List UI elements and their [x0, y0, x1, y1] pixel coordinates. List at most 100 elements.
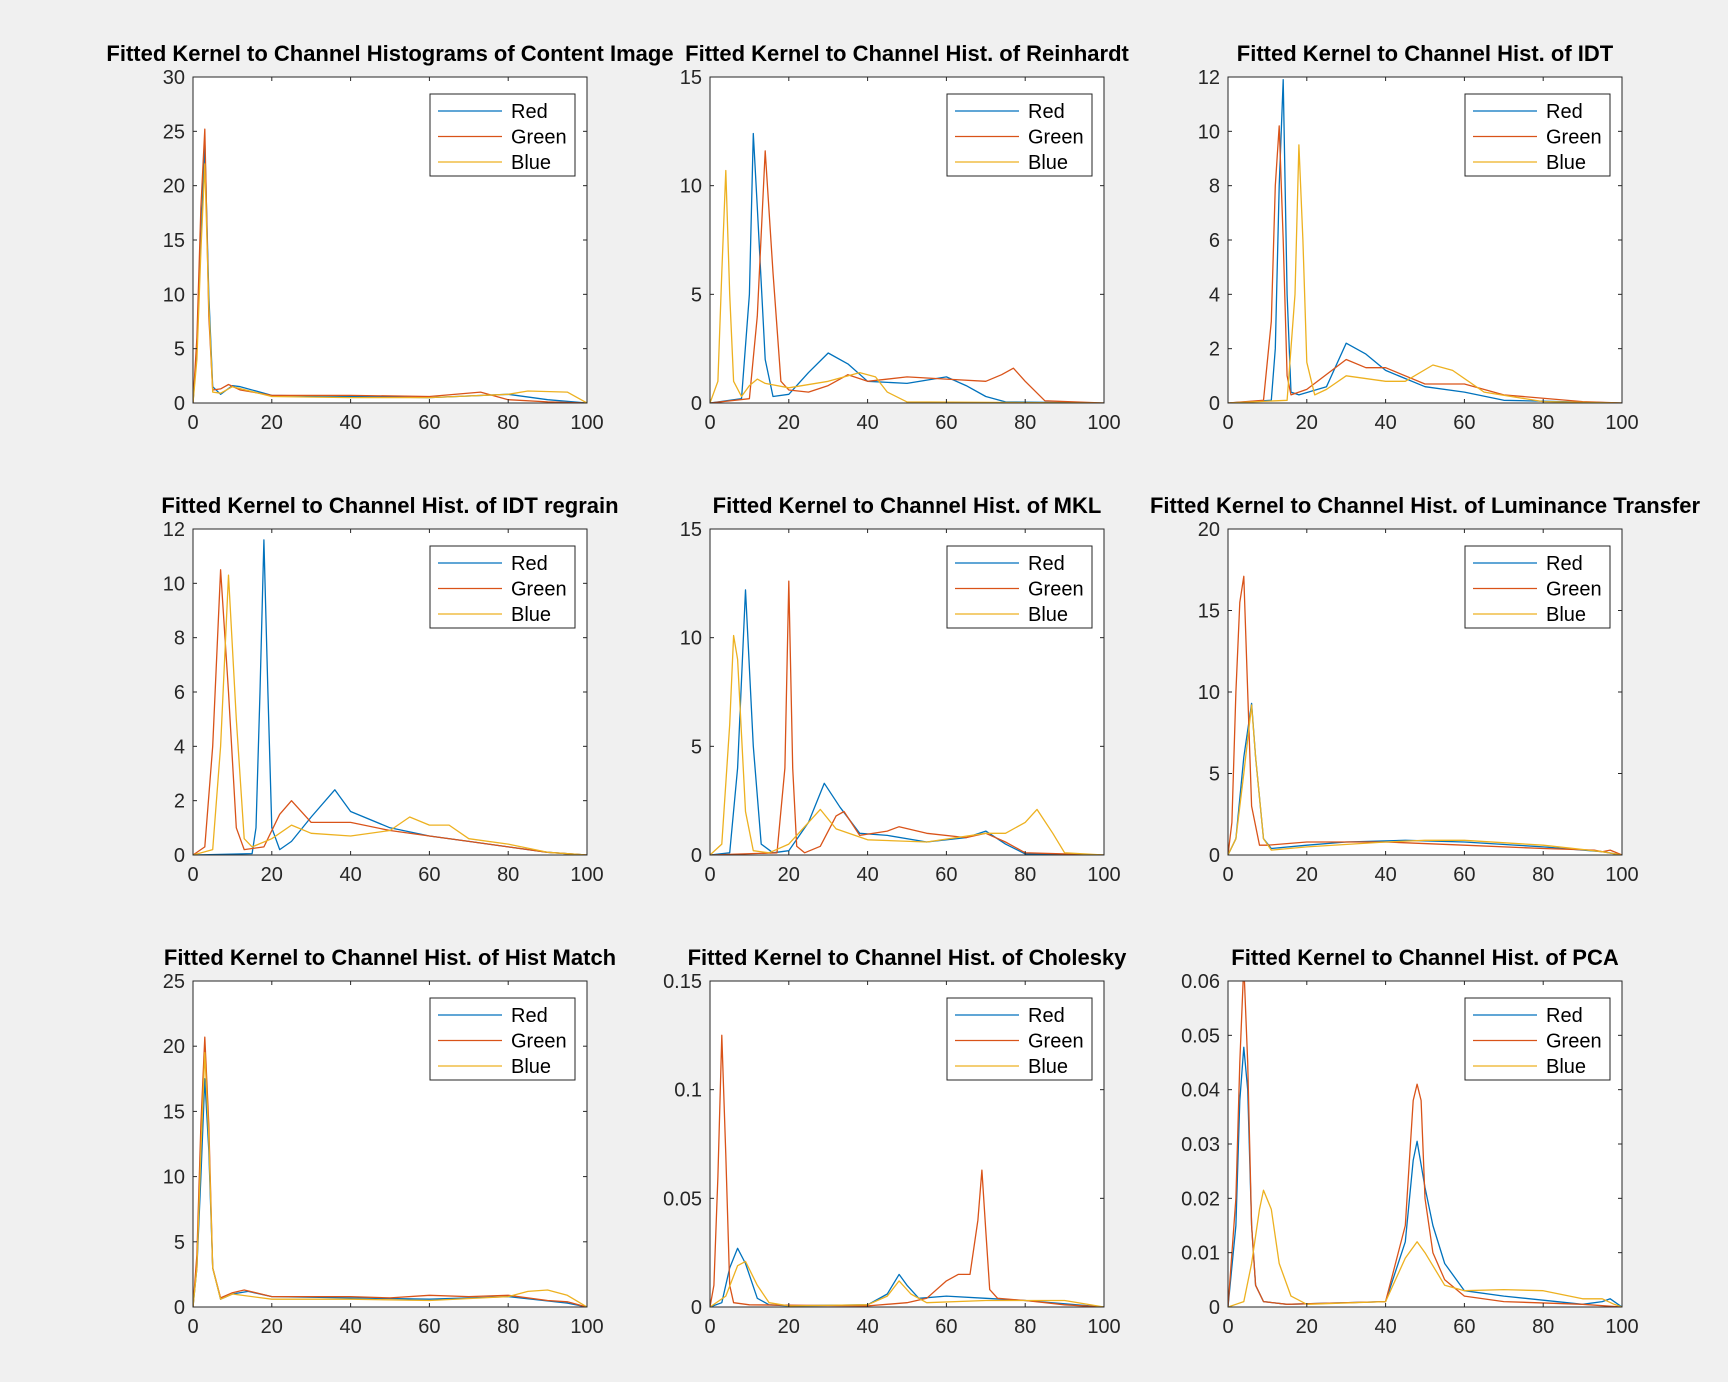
series-line-green — [193, 1036, 587, 1307]
series-line-blue — [710, 169, 1104, 403]
legend-label-blue: Blue — [511, 152, 551, 174]
series-line-blue — [710, 634, 1104, 855]
legend-label-blue: Blue — [1546, 604, 1586, 626]
x-tick-label: 80 — [1532, 412, 1554, 434]
x-tick-label: 20 — [261, 412, 283, 434]
series-group — [193, 1036, 587, 1307]
y-tick-label: 15 — [1198, 601, 1220, 623]
x-tick-label: 80 — [497, 1316, 519, 1338]
x-tick-label: 80 — [1532, 864, 1554, 886]
y-tick-label: 20 — [1198, 519, 1220, 541]
y-tick-label: 20 — [163, 1036, 185, 1058]
x-tick-label: 20 — [778, 412, 800, 434]
y-tick-label: 0.1 — [674, 1080, 702, 1102]
legend: Red Green Blue — [946, 545, 1093, 629]
y-tick-label: 10 — [163, 1167, 185, 1189]
y-tick-label: 15 — [163, 1101, 185, 1123]
x-tick-label: 20 — [778, 864, 800, 886]
y-tick-label: 10 — [680, 628, 702, 650]
y-tick-label: 10 — [1198, 121, 1220, 143]
chart-panel-5: 0 20 40 60 80 100 0 5 10 15 Fitted Kernel to Chann… — [680, 493, 1121, 886]
legend-label-green: Green — [1028, 579, 1084, 601]
y-tick-label: 0 — [1209, 393, 1220, 415]
x-tick-label: 80 — [497, 864, 519, 886]
legend-label-blue: Blue — [1028, 152, 1068, 174]
x-tick-label: 100 — [1087, 412, 1120, 434]
y-tick-label: 25 — [163, 121, 185, 143]
chart-title: Fitted Kernel to Channel Hist. of IDT re… — [161, 493, 618, 518]
y-tick-label: 0 — [1209, 845, 1220, 867]
chart-panel-9: 0 20 40 60 80 100 0 0.01 0.02 0.03 0.04 0.05 0.06 Fit… — [1181, 945, 1639, 1338]
y-tick-label: 0.03 — [1181, 1134, 1220, 1156]
y-tick-label: 8 — [174, 628, 185, 650]
x-tick-label: 60 — [418, 412, 440, 434]
legend-label-blue: Blue — [511, 604, 551, 626]
chart-panel-3: 0 20 40 60 80 100 0 2 4 6 8 10 12 Fitted Kernel to Ch… — [1198, 41, 1639, 434]
series-group — [1228, 981, 1622, 1307]
legend-label-red: Red — [1028, 1005, 1065, 1027]
y-tick-label: 12 — [163, 519, 185, 541]
series-group — [1228, 79, 1622, 403]
x-tick-label: 0 — [187, 412, 198, 434]
legend-label-red: Red — [1546, 1005, 1583, 1027]
y-tick-label: 30 — [163, 67, 185, 89]
x-tick-label: 80 — [1532, 1316, 1554, 1338]
x-tick-label: 100 — [1605, 864, 1638, 886]
legend-label-blue: Blue — [1546, 152, 1586, 174]
x-tick-label: 0 — [187, 1316, 198, 1338]
series-line-red — [1228, 1046, 1622, 1307]
legend-label-green: Green — [1028, 127, 1084, 149]
y-tick-label: 4 — [1209, 284, 1220, 306]
legend: Red Green Blue — [1464, 545, 1611, 629]
x-tick-label: 80 — [1014, 864, 1036, 886]
y-tick-label: 10 — [163, 573, 185, 595]
x-tick-label: 20 — [1296, 1316, 1318, 1338]
y-tick-label: 0.15 — [663, 971, 702, 993]
series-line-green — [710, 150, 1104, 403]
legend-label-red: Red — [511, 1005, 548, 1027]
y-tick-label: 10 — [1198, 682, 1220, 704]
axes-box — [709, 76, 1105, 404]
legend-label-green: Green — [1546, 1031, 1602, 1053]
x-tick-label: 80 — [497, 412, 519, 434]
x-tick-label: 100 — [1087, 1316, 1120, 1338]
y-tick-label: 0.02 — [1181, 1188, 1220, 1210]
y-tick-label: 15 — [680, 67, 702, 89]
x-tick-label: 40 — [856, 1316, 878, 1338]
x-tick-label: 40 — [1374, 1316, 1396, 1338]
x-tick-label: 0 — [704, 412, 715, 434]
y-tick-label: 6 — [174, 682, 185, 704]
x-tick-label: 100 — [1087, 864, 1120, 886]
x-tick-label: 60 — [935, 864, 957, 886]
y-tick-label: 0.06 — [1181, 971, 1220, 993]
y-tick-label: 5 — [174, 1232, 185, 1254]
x-tick-label: 60 — [1453, 864, 1475, 886]
legend-label-blue: Blue — [511, 1056, 551, 1078]
series-line-blue — [193, 574, 587, 855]
series-line-red — [710, 589, 1104, 855]
y-tick-label: 0 — [691, 393, 702, 415]
y-tick-label: 0 — [691, 1297, 702, 1319]
x-tick-label: 0 — [1222, 412, 1233, 434]
y-tick-label: 0 — [174, 845, 185, 867]
series-line-green — [1228, 981, 1622, 1307]
legend-label-green: Green — [511, 579, 567, 601]
axes-box — [709, 528, 1105, 856]
y-tick-label: 8 — [1209, 176, 1220, 198]
legend-label-green: Green — [511, 1031, 567, 1053]
y-tick-label: 10 — [163, 284, 185, 306]
y-tick-label: 10 — [680, 176, 702, 198]
y-tick-label: 0.01 — [1181, 1243, 1220, 1265]
legend-label-red: Red — [1028, 101, 1065, 123]
series-line-blue — [1228, 704, 1622, 855]
x-tick-label: 0 — [704, 864, 715, 886]
y-tick-label: 0 — [1209, 1297, 1220, 1319]
x-tick-label: 20 — [1296, 864, 1318, 886]
